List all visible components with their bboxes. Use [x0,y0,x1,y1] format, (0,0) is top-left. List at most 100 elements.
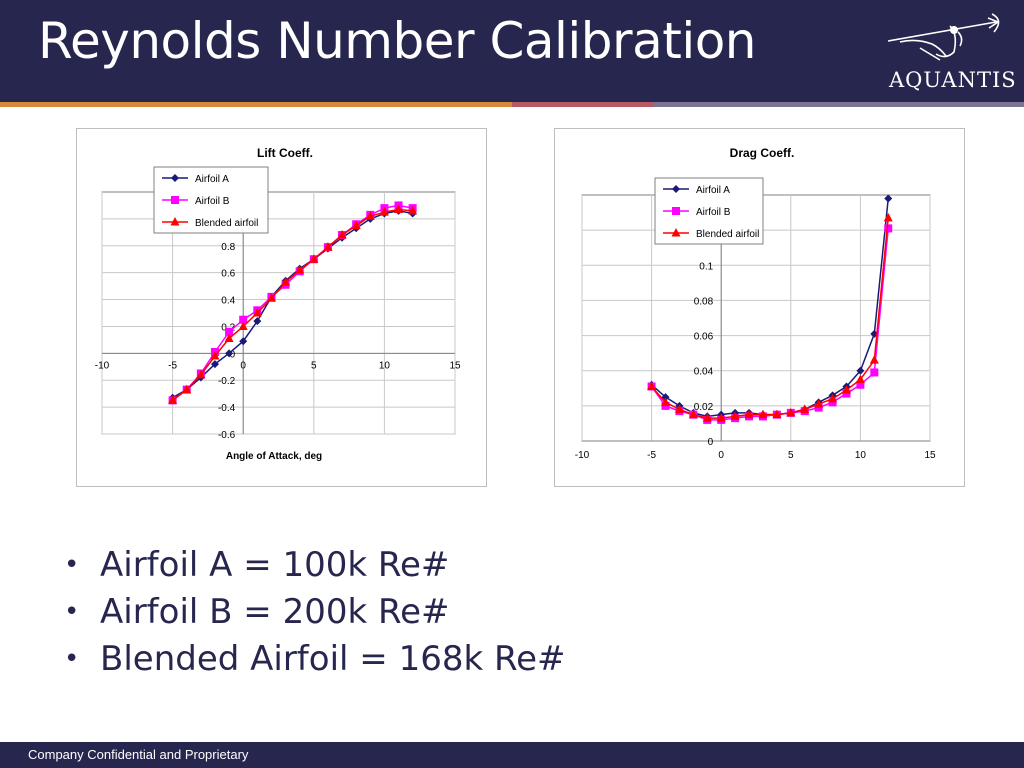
marker-triangle [828,393,838,403]
series-blended-airfoil [168,204,418,404]
y-tick-label: 0 [708,437,714,448]
x-tick-label: 10 [855,450,867,461]
marker-square [884,224,893,233]
marker-diamond [171,174,179,182]
bullet-text: Airfoil A = 100k Re# [100,545,450,585]
marker-triangle [869,355,879,364]
marker-triangle [883,212,893,222]
bullet-text: Blended Airfoil = 168k Re# [100,639,566,679]
marker-square [171,196,179,204]
marker-triangle [674,404,684,413]
marker-diamond [210,360,219,369]
legend-label: Airfoil A [195,174,229,185]
marker-diamond [225,349,234,358]
drag-chart-svg: Drag Coeff. -10 -5 0 5 10 15 0 0.02 0.04 0.06 0.08 0… [575,146,936,461]
bullet-text: Airfoil B = 200k Re# [100,592,450,632]
marker-diamond [672,185,680,193]
marker-triangle [170,217,180,226]
legend-label: Blended airfoil [195,218,258,229]
legend-label: Airfoil B [696,207,731,218]
marker-triangle [800,404,810,413]
marker-diamond [884,194,893,203]
legend-item: Airfoil B [162,196,230,207]
y-tick-label: 0.4 [221,296,235,307]
x-tick-label: -5 [647,450,656,461]
bullet-item: • Blended Airfoil = 168k Re# [64,636,565,683]
marker-square [239,315,248,324]
chart-title: Lift Coeff. [257,146,313,160]
marker-triangle [408,205,418,215]
x-tick-label: -10 [575,450,590,461]
marker-triangle [379,207,389,216]
marker-triangle [647,381,657,391]
marker-triangle [786,407,796,417]
marker-triangle [716,413,726,422]
marker-square [225,327,234,336]
marker-triangle [238,321,248,330]
series-line [651,217,889,419]
bullet-dot-icon: • [64,550,80,580]
legend-item: Airfoil B [663,207,731,218]
legend-label: Airfoil B [195,196,230,207]
y-tick-label: 0.08 [694,296,714,307]
y-tick-label: 0.02 [694,402,714,413]
marker-triangle [688,409,698,419]
drag-chart: Drag Coeff. -10 -5 0 5 10 15 0 0.02 0.04 0.06 0.08 0… [554,128,965,487]
bullet-item: • Airfoil B = 200k Re# [64,589,565,636]
legend-item: Blended airfoil [162,217,258,229]
y-tick-label: 0.1 [699,261,713,272]
slide-title: Reynolds Number Calibration [38,12,757,70]
marker-triangle [365,211,375,220]
marker-diamond [856,366,865,375]
marker-triangle [841,385,851,394]
marker-triangle [295,264,305,274]
marker-triangle [266,293,276,302]
marker-square [870,368,879,377]
marker-square [661,401,670,410]
x-tick-label: 0 [240,360,246,371]
marker-square [856,380,865,389]
marker-square [672,207,680,215]
legend-item: Blended airfoil [663,228,759,240]
legend: Airfoil A Airfoil B Blended airfoil [654,177,764,245]
marker-triangle [702,413,712,422]
x-tick-label: 10 [379,360,391,371]
marker-triangle [309,254,319,263]
marker-triangle [772,409,782,419]
marker-triangle [351,220,361,230]
marker-triangle [814,399,824,408]
x-tick-label: 5 [788,450,794,461]
x-tick-label: -10 [95,360,110,371]
marker-triangle [758,409,768,419]
legend: Airfoil A Airfoil B Blended airfoil [153,166,269,234]
x-tick-label: 0 [718,450,724,461]
marker-square [828,398,837,407]
y-tick-label: 0.04 [694,367,714,378]
accent-stripe-red [512,102,654,107]
marker-triangle [323,242,333,251]
chart-title: Drag Coeff. [730,146,795,160]
y-tick-label: 0.8 [221,242,235,253]
bullet-item: • Airfoil A = 100k Re# [64,542,565,589]
accent-stripe-orange [0,102,512,107]
marker-triangle [744,409,754,419]
bullet-dot-icon: • [64,644,80,674]
logo-text: AQUANTIS [889,68,1017,92]
marker-triangle [168,395,178,404]
marker-square [814,403,823,412]
x-axis-label: Angle of Attack, deg [226,451,322,462]
y-tick-label: 0 [230,349,236,360]
series-blended-airfoil [647,212,893,422]
legend-item: Airfoil A [162,174,229,185]
accent-stripe-purple [654,102,1024,107]
marker-triangle [196,369,206,379]
x-tick-label: 15 [924,450,936,461]
slide-header: Reynolds Number Calibration AQUANTIS [0,0,1024,102]
marker-triangle [394,204,404,213]
marker-triangle [855,374,865,383]
y-tick-label: -0.6 [218,430,236,441]
x-tick-label: 5 [311,360,317,371]
slide-footer: Company Confidential and Proprietary [0,742,1024,768]
legend-label: Airfoil A [696,185,730,196]
marker-triangle [210,351,220,360]
